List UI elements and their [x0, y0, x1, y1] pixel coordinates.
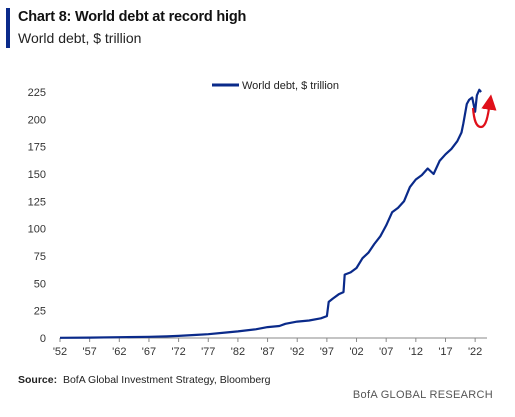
x-tick-label: '02	[349, 346, 363, 358]
x-tick-label: '62	[112, 346, 126, 358]
chart-title: Chart 8: World debt at record high	[18, 9, 247, 25]
footer-brand: BofA GLOBAL RESEARCH	[352, 389, 493, 401]
x-tick-label: '57	[82, 346, 96, 358]
source-text: BofA Global Investment Strategy, Bloombe…	[62, 374, 271, 386]
y-tick-label: 100	[28, 224, 46, 236]
x-tick-label: '07	[379, 346, 393, 358]
annotation-arrow	[471, 94, 497, 129]
x-tick-label: '22	[468, 346, 482, 358]
x-tick-label: '82	[231, 346, 245, 358]
title-accent-bar	[6, 8, 10, 48]
y-tick-label: 225	[28, 87, 46, 99]
y-tick-label: 200	[28, 114, 46, 126]
y-tick-label: 0	[40, 333, 46, 345]
y-tick-label: 150	[28, 169, 46, 181]
x-tick-label: '87	[260, 346, 274, 358]
source-label: Source:	[18, 374, 58, 386]
y-tick-label: 125	[28, 196, 46, 208]
legend-label: World debt, $ trillion	[242, 80, 339, 92]
x-tick-label: '17	[438, 346, 452, 358]
x-tick-label: '72	[171, 346, 185, 358]
source-note: Source: BofA Global Investment Strategy,…	[18, 374, 271, 386]
x-tick-label: '67	[142, 346, 156, 358]
y-tick-label: 75	[34, 251, 46, 263]
y-tick-label: 25	[34, 306, 46, 318]
x-tick-label: '77	[201, 346, 215, 358]
chart-subtitle: World debt, $ trillion	[18, 30, 142, 46]
x-tick-label: '12	[409, 346, 423, 358]
y-tick-label: 50	[34, 278, 46, 290]
y-tick-label: 175	[28, 142, 46, 154]
series-line-world-debt	[59, 88, 482, 339]
x-tick-label: '92	[290, 346, 304, 358]
x-tick-label: '52	[53, 346, 67, 358]
x-tick-label: '97	[320, 346, 334, 358]
